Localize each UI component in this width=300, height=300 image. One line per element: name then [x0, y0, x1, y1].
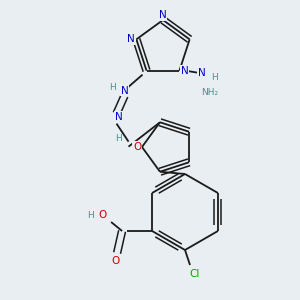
Text: N: N [159, 10, 167, 20]
Text: N: N [115, 112, 122, 122]
Text: NH₂: NH₂ [201, 88, 218, 97]
Text: N: N [198, 68, 205, 78]
Text: Cl: Cl [190, 269, 200, 279]
Text: O: O [111, 256, 119, 266]
Text: H: H [115, 134, 122, 143]
Text: O: O [133, 142, 141, 152]
Text: O: O [98, 210, 106, 220]
Text: N: N [121, 86, 128, 96]
Text: N: N [181, 66, 188, 76]
Text: H: H [109, 83, 116, 92]
Text: N: N [128, 34, 135, 44]
Text: H: H [211, 73, 218, 82]
Text: H: H [87, 211, 94, 220]
